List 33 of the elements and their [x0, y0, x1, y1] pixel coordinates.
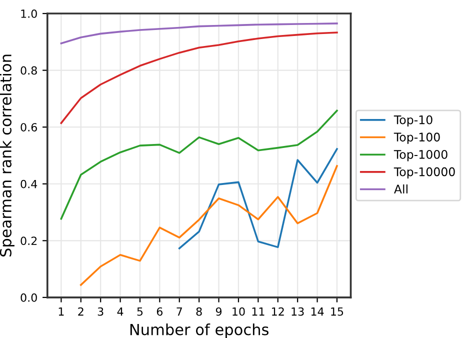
x-tick-label: 11 — [252, 308, 264, 316]
legend-label: Top-100 — [394, 132, 440, 144]
x-tick-label: 9 — [216, 307, 222, 316]
y-tick-label: 1.0 — [21, 9, 37, 18]
y-axis-title: Spearman rank correlation — [0, 54, 14, 256]
x-tick-label: 12 — [272, 307, 284, 316]
x-tick-label: 8 — [196, 307, 202, 316]
x-tick-label: 6 — [156, 307, 163, 316]
y-tick-label: 0.6 — [20, 123, 37, 132]
x-tick-label: 5 — [137, 308, 143, 316]
legend-label: Top-10000 — [394, 167, 455, 179]
x-tick-label: 7 — [176, 308, 182, 316]
x-tick-label: 13 — [292, 307, 304, 316]
legend-label: Top-1000 — [394, 150, 448, 162]
x-tick-label: 2 — [78, 307, 84, 316]
x-tick-label: 10 — [232, 307, 245, 316]
line-series — [60, 32, 338, 124]
x-tick-label: 3 — [98, 307, 104, 316]
y-tick-label: 0.4 — [20, 180, 38, 188]
line-series — [60, 110, 338, 220]
x-tick-label: 14 — [311, 308, 324, 316]
line-series — [60, 22, 338, 44]
y-tick-label: 0.8 — [20, 66, 37, 75]
legend-label: Top-10 — [394, 115, 432, 127]
x-tick-label: 15 — [331, 308, 344, 316]
x-tick-label: 1 — [58, 308, 64, 316]
legend-label: All — [394, 184, 408, 194]
y-tick-label: 0.2 — [20, 236, 37, 246]
y-tick-label: 0.0 — [20, 293, 37, 302]
line-series — [80, 165, 338, 286]
x-tick-label: 4 — [117, 308, 124, 316]
x-axis-title: Number of epochs — [130, 323, 268, 338]
line-series — [178, 148, 338, 250]
